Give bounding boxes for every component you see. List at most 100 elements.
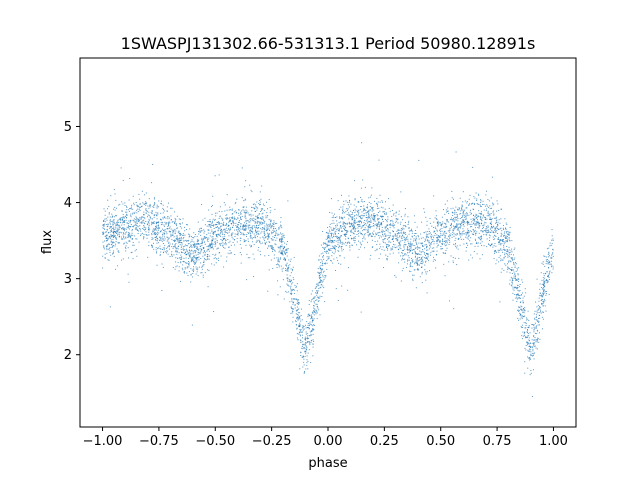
data-point bbox=[390, 224, 392, 226]
data-point bbox=[145, 209, 147, 211]
data-point bbox=[391, 248, 393, 250]
data-point bbox=[142, 232, 144, 234]
data-point bbox=[536, 325, 538, 327]
data-point bbox=[532, 369, 534, 371]
data-point bbox=[475, 242, 477, 244]
data-point bbox=[138, 220, 140, 222]
data-point bbox=[160, 238, 162, 240]
data-point bbox=[535, 326, 537, 328]
data-point bbox=[490, 213, 492, 215]
data-point bbox=[454, 257, 456, 259]
data-point bbox=[142, 202, 144, 204]
data-point bbox=[331, 248, 333, 250]
data-point bbox=[416, 247, 418, 249]
data-point bbox=[476, 241, 478, 243]
data-point bbox=[351, 225, 353, 227]
data-point bbox=[353, 226, 355, 228]
data-point bbox=[512, 288, 514, 290]
data-point bbox=[209, 243, 211, 245]
data-point bbox=[259, 241, 261, 243]
data-point bbox=[109, 306, 111, 308]
data-point bbox=[166, 210, 168, 212]
data-point bbox=[121, 210, 123, 212]
data-point bbox=[124, 202, 126, 204]
data-point bbox=[457, 218, 459, 220]
data-point bbox=[455, 242, 457, 244]
data-point bbox=[542, 292, 544, 294]
data-point bbox=[267, 247, 269, 249]
data-point bbox=[376, 248, 378, 250]
data-point bbox=[180, 280, 182, 282]
data-point bbox=[512, 299, 514, 301]
data-point bbox=[275, 244, 277, 246]
data-point bbox=[489, 218, 491, 220]
data-point bbox=[460, 213, 462, 215]
data-point bbox=[255, 210, 257, 212]
data-point bbox=[195, 258, 197, 260]
data-point bbox=[301, 319, 303, 321]
data-point bbox=[370, 254, 372, 256]
data-point bbox=[146, 209, 148, 211]
data-point bbox=[418, 247, 420, 249]
data-point bbox=[469, 203, 471, 205]
data-point bbox=[219, 243, 221, 245]
data-point bbox=[184, 252, 186, 254]
data-point bbox=[176, 247, 178, 249]
data-point bbox=[444, 237, 446, 239]
data-point bbox=[305, 327, 307, 329]
data-point bbox=[313, 300, 315, 302]
data-point bbox=[232, 220, 234, 222]
data-point bbox=[125, 237, 127, 239]
data-point bbox=[168, 224, 170, 226]
data-point bbox=[531, 346, 533, 348]
data-point bbox=[398, 229, 400, 231]
data-point bbox=[328, 232, 330, 234]
data-point bbox=[511, 258, 513, 260]
data-point bbox=[307, 337, 309, 339]
data-point bbox=[126, 231, 128, 233]
data-point bbox=[527, 332, 528, 334]
data-point bbox=[345, 245, 347, 247]
data-point bbox=[524, 327, 526, 329]
data-point bbox=[417, 264, 419, 266]
data-point bbox=[286, 252, 288, 254]
data-point bbox=[265, 236, 267, 238]
data-point bbox=[363, 222, 365, 224]
data-point bbox=[497, 221, 499, 223]
data-point bbox=[259, 204, 261, 206]
data-point bbox=[370, 221, 372, 223]
data-point bbox=[135, 219, 137, 221]
data-point bbox=[326, 246, 328, 248]
data-point bbox=[307, 314, 309, 316]
data-point bbox=[471, 221, 473, 223]
data-point bbox=[314, 308, 316, 310]
data-point bbox=[203, 229, 205, 231]
data-point bbox=[450, 226, 452, 228]
data-point bbox=[361, 221, 363, 223]
data-point bbox=[382, 233, 384, 235]
data-point bbox=[392, 239, 394, 241]
data-point bbox=[520, 326, 522, 328]
data-point bbox=[392, 230, 394, 232]
data-point bbox=[478, 194, 480, 196]
data-point bbox=[271, 233, 273, 235]
data-point bbox=[544, 256, 546, 258]
data-point bbox=[389, 237, 391, 239]
data-point bbox=[318, 259, 320, 261]
data-point bbox=[458, 226, 460, 228]
data-point bbox=[263, 227, 265, 229]
data-point bbox=[548, 267, 550, 269]
data-point bbox=[384, 208, 386, 210]
data-point bbox=[148, 215, 150, 217]
data-point bbox=[461, 206, 463, 208]
data-point bbox=[110, 221, 112, 223]
data-point bbox=[264, 242, 266, 244]
data-point bbox=[324, 242, 326, 244]
data-point bbox=[201, 237, 203, 239]
data-point bbox=[260, 222, 262, 224]
data-point bbox=[551, 265, 553, 267]
data-point bbox=[416, 261, 418, 263]
data-point bbox=[382, 240, 384, 242]
data-point bbox=[419, 257, 421, 259]
data-point bbox=[299, 331, 301, 333]
